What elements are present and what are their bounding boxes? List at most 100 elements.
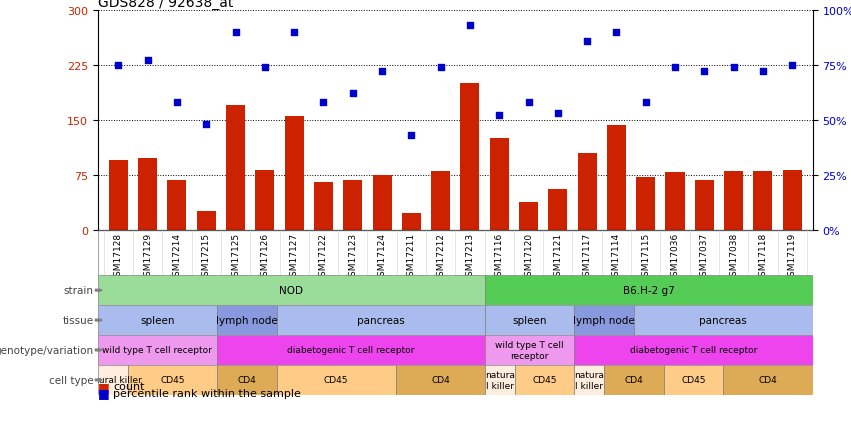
Point [609, 30, 623, 36]
Text: GSM17120: GSM17120 [524, 232, 533, 281]
Text: NOD: NOD [279, 286, 304, 296]
Text: CD4: CD4 [237, 375, 256, 385]
Text: GSM17115: GSM17115 [641, 232, 650, 281]
Point [639, 99, 653, 106]
Point [258, 64, 271, 71]
Text: strain: strain [64, 286, 94, 296]
Text: GSM17037: GSM17037 [700, 232, 709, 281]
Text: CD45: CD45 [682, 375, 705, 385]
Point [463, 23, 477, 30]
Text: diabetogenic T cell receptor: diabetogenic T cell receptor [288, 346, 414, 355]
Bar [402, 214, 421, 230]
Point [698, 69, 711, 76]
Point [375, 69, 389, 76]
Point [141, 58, 155, 65]
Bar [724, 171, 743, 230]
Bar [284, 117, 304, 230]
Point [288, 30, 301, 36]
Point [580, 38, 594, 45]
Text: ■: ■ [98, 386, 110, 399]
Bar [723, 365, 813, 395]
Bar [98, 335, 217, 365]
Text: GSM17124: GSM17124 [378, 232, 386, 281]
Point [317, 99, 330, 106]
Bar [226, 106, 245, 230]
Text: spleen: spleen [140, 316, 174, 326]
Point [756, 69, 769, 76]
Text: GSM17119: GSM17119 [788, 232, 797, 281]
Text: GSM17038: GSM17038 [729, 232, 738, 281]
Text: diabetogenic T cell receptor: diabetogenic T cell receptor [630, 346, 757, 355]
Text: wild type T cell
receptor: wild type T cell receptor [495, 341, 564, 360]
Text: GSM17128: GSM17128 [114, 232, 123, 281]
Bar [168, 181, 186, 230]
Point [522, 99, 535, 106]
Text: GSM17118: GSM17118 [758, 232, 768, 281]
Bar [783, 170, 802, 230]
Text: natura
l killer: natura l killer [574, 370, 604, 390]
Text: GDS828 / 92638_at: GDS828 / 92638_at [98, 0, 233, 10]
Bar [485, 276, 813, 306]
Text: CD4: CD4 [625, 375, 643, 385]
Text: GSM17122: GSM17122 [319, 232, 328, 281]
Text: percentile rank within the sample: percentile rank within the sample [113, 388, 301, 398]
Bar [637, 178, 655, 230]
Bar [574, 365, 604, 395]
Bar [396, 365, 485, 395]
Text: ■: ■ [98, 380, 110, 393]
Bar [515, 365, 574, 395]
Bar [634, 306, 813, 335]
Text: natural killer: natural killer [83, 375, 142, 385]
Bar [664, 365, 723, 395]
Bar [98, 276, 485, 306]
Text: tissue: tissue [62, 316, 94, 326]
Point [551, 110, 564, 117]
Bar [197, 212, 216, 230]
Bar [217, 335, 485, 365]
Point [346, 91, 360, 98]
Bar [578, 153, 597, 230]
Bar [277, 306, 485, 335]
Text: GSM17215: GSM17215 [202, 232, 211, 281]
Text: pancreas: pancreas [357, 316, 405, 326]
Text: CD45: CD45 [533, 375, 557, 385]
Bar [665, 173, 684, 230]
Bar [485, 306, 574, 335]
Text: GSM17125: GSM17125 [231, 232, 240, 281]
Bar [277, 365, 396, 395]
Text: GSM17036: GSM17036 [671, 232, 679, 281]
Text: GSM17123: GSM17123 [348, 232, 357, 281]
Bar [485, 335, 574, 365]
Text: count: count [113, 381, 145, 391]
Text: CD4: CD4 [758, 375, 778, 385]
Text: CD45: CD45 [324, 375, 348, 385]
Text: lymph node: lymph node [574, 316, 635, 326]
Point [229, 30, 243, 36]
Point [404, 132, 418, 139]
Bar [548, 190, 568, 230]
Bar [485, 365, 515, 395]
Point [785, 62, 799, 69]
Point [668, 64, 682, 71]
Text: CD4: CD4 [431, 375, 450, 385]
Text: natura
l killer: natura l killer [485, 370, 515, 390]
Point [434, 64, 448, 71]
Bar [373, 175, 391, 230]
Bar [314, 183, 333, 230]
Text: GSM17127: GSM17127 [289, 232, 299, 281]
Bar [98, 365, 128, 395]
Text: GSM17212: GSM17212 [436, 232, 445, 281]
Text: GSM17116: GSM17116 [494, 232, 504, 281]
Point [493, 112, 506, 119]
Text: pancreas: pancreas [700, 316, 747, 326]
Bar [607, 125, 626, 230]
Text: B6.H-2 g7: B6.H-2 g7 [623, 286, 675, 296]
Text: wild type T cell receptor: wild type T cell receptor [102, 346, 213, 355]
Text: GSM17213: GSM17213 [465, 232, 475, 281]
Bar [753, 171, 773, 230]
Point [170, 99, 184, 106]
Bar [431, 171, 450, 230]
Bar [217, 365, 277, 395]
Bar [489, 139, 509, 230]
Point [199, 122, 213, 128]
